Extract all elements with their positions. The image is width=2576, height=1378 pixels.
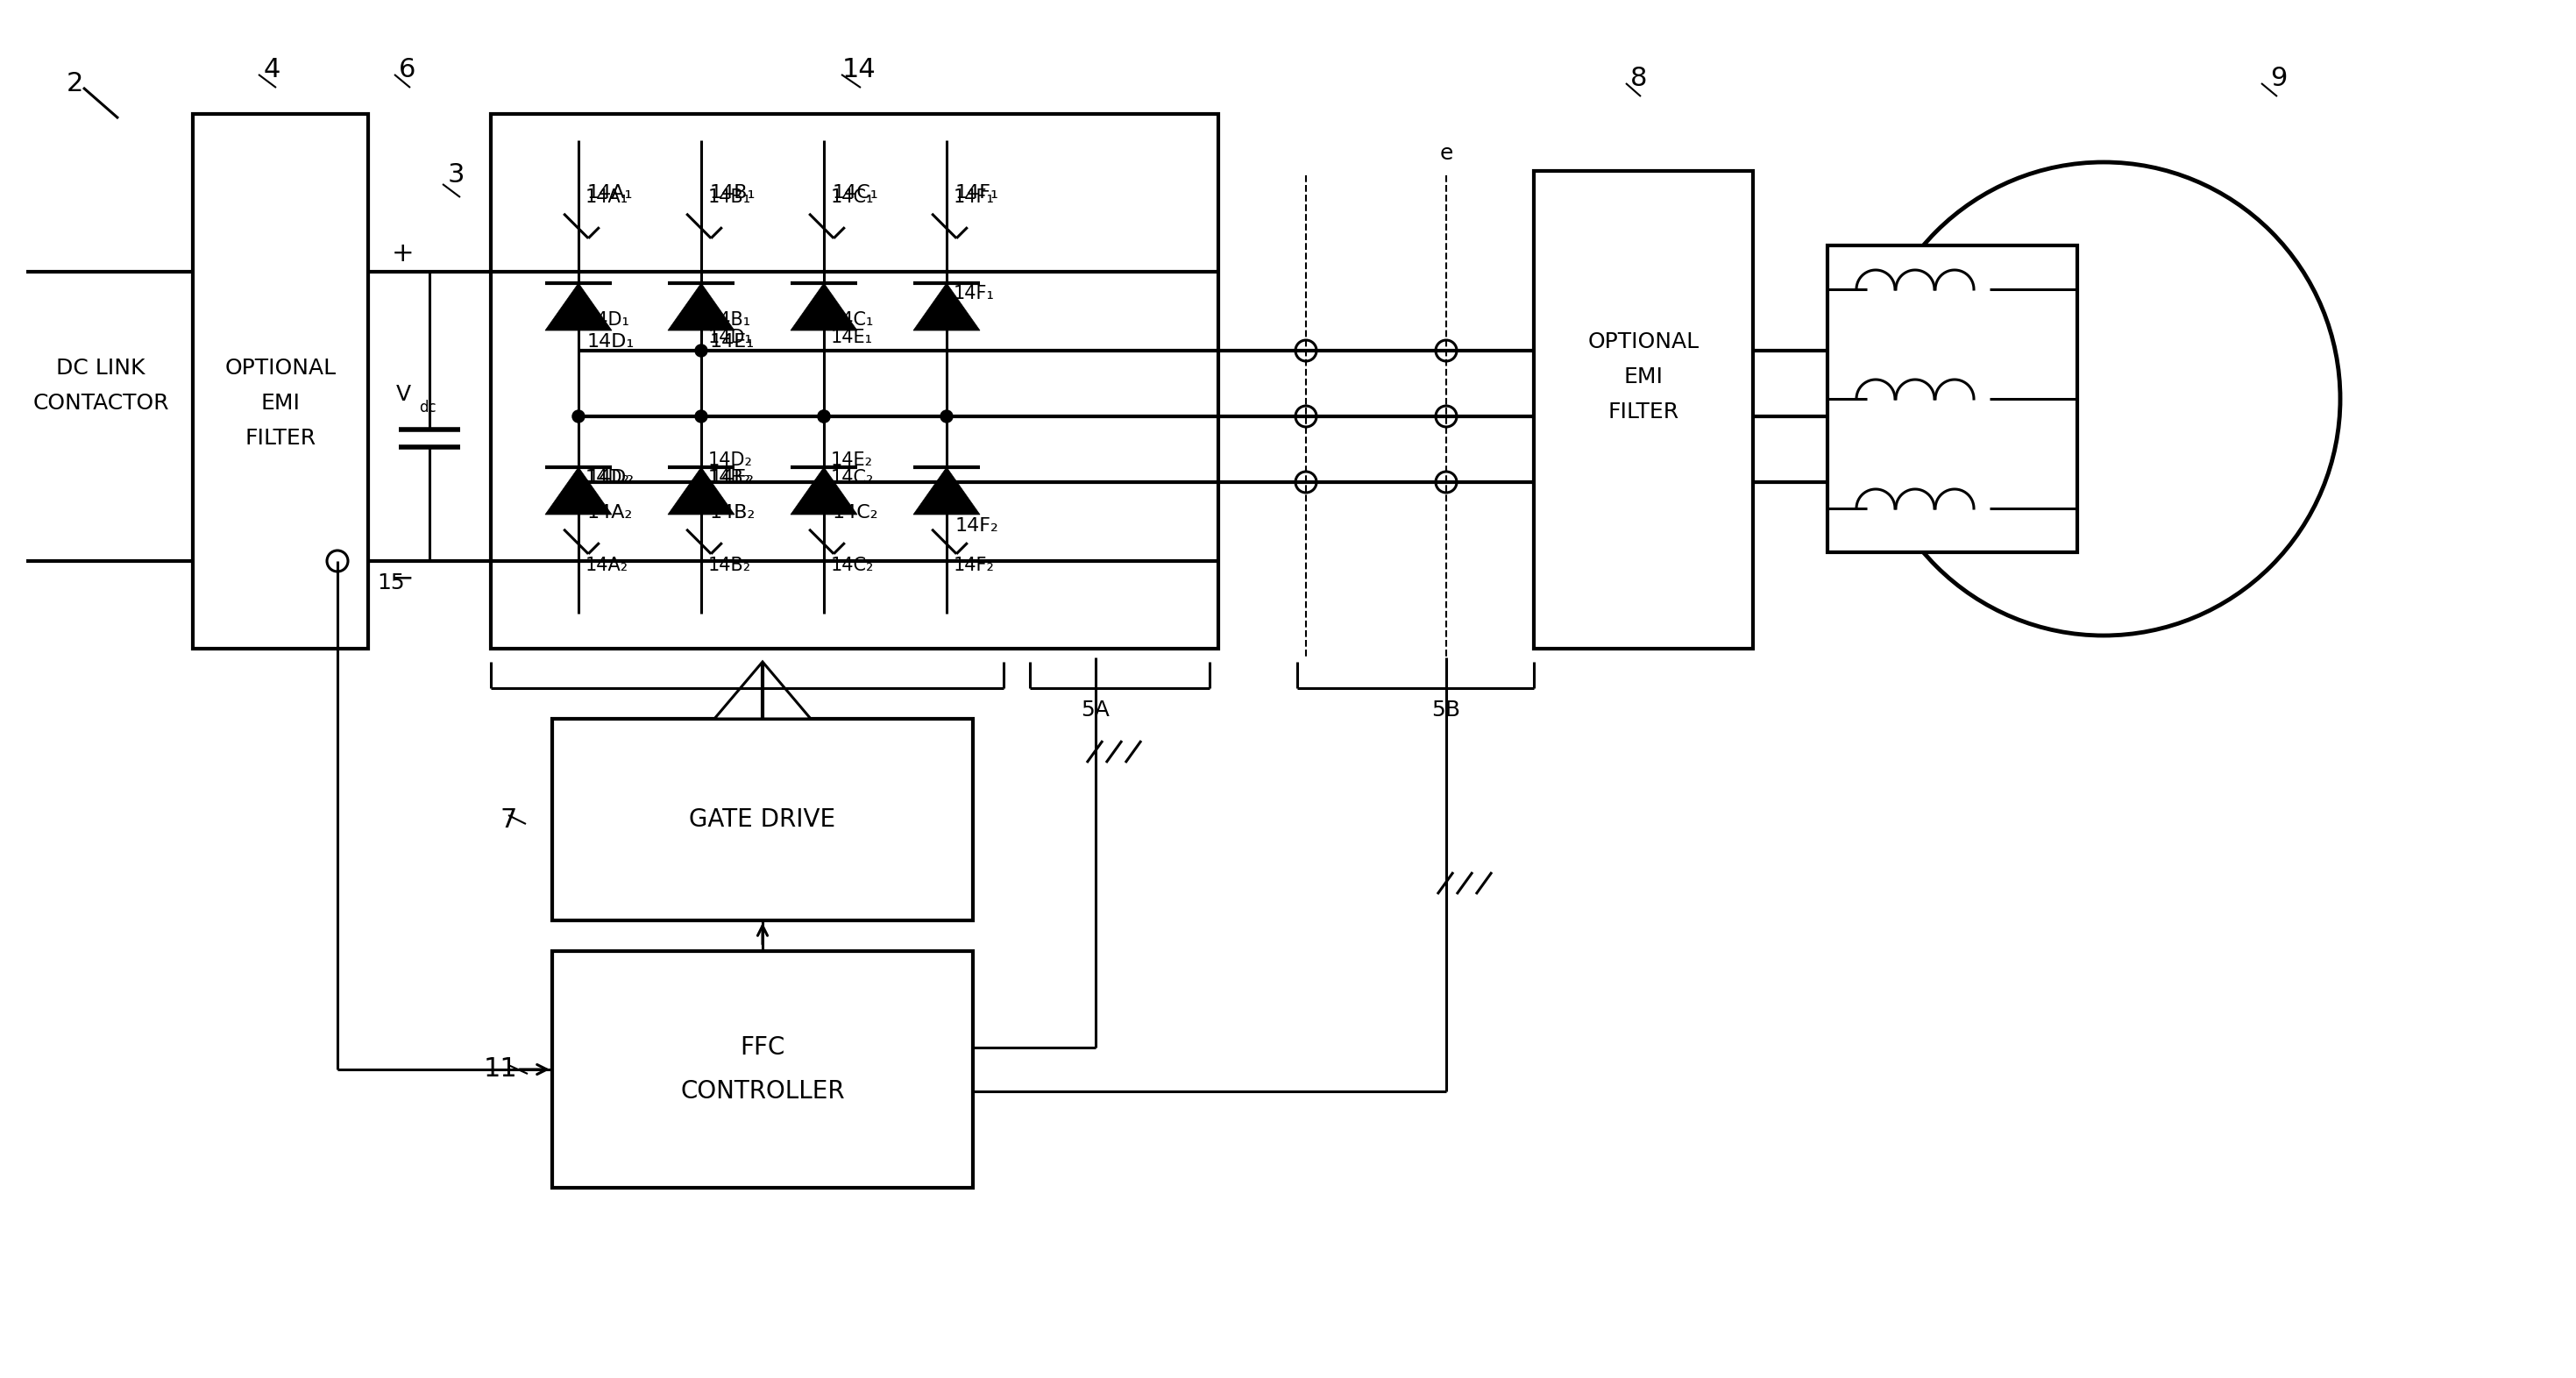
Text: GATE DRIVE: GATE DRIVE [690, 808, 835, 832]
Text: 14F₁: 14F₁ [953, 285, 994, 302]
Text: dc: dc [420, 400, 435, 416]
Text: 14A₁: 14A₁ [585, 189, 629, 205]
Text: 14B₁: 14B₁ [711, 185, 755, 201]
Text: 9: 9 [2269, 66, 2287, 91]
Text: CONTROLLER: CONTROLLER [680, 1079, 845, 1104]
Text: 14C₁: 14C₁ [832, 189, 873, 205]
Text: 14B₂: 14B₂ [708, 469, 752, 486]
Text: 3: 3 [448, 163, 464, 187]
Text: 14F₁: 14F₁ [953, 189, 994, 205]
Circle shape [1435, 407, 1455, 427]
Text: 14C₂: 14C₂ [832, 469, 873, 486]
Text: 5B: 5B [1432, 700, 1461, 721]
Circle shape [819, 411, 829, 422]
Bar [1826, 245, 2076, 553]
Text: 14D₂: 14D₂ [708, 452, 752, 469]
Text: 14D₁: 14D₁ [587, 333, 634, 350]
Text: 15: 15 [376, 572, 404, 594]
Polygon shape [914, 282, 979, 331]
Circle shape [817, 411, 829, 423]
Circle shape [1435, 471, 1455, 493]
Text: 5A: 5A [1082, 700, 1110, 721]
Polygon shape [667, 282, 734, 331]
Bar [551, 951, 974, 1188]
Text: CONTACTOR: CONTACTOR [33, 393, 170, 413]
Text: 14C₂: 14C₂ [832, 557, 873, 575]
Text: 14D₁: 14D₁ [708, 329, 752, 346]
Circle shape [1435, 340, 1455, 361]
Text: DC LINK: DC LINK [57, 358, 144, 379]
Text: 11: 11 [484, 1057, 518, 1082]
Text: 14F₂: 14F₂ [953, 557, 994, 575]
Text: 14F₁: 14F₁ [956, 185, 999, 201]
Text: EMI: EMI [1623, 367, 1664, 387]
Text: 14E₁: 14E₁ [711, 333, 755, 350]
Text: 14B₂: 14B₂ [711, 504, 755, 521]
Polygon shape [791, 467, 858, 514]
Text: 14D₂: 14D₂ [587, 469, 634, 486]
Text: 14B₁: 14B₁ [708, 189, 752, 205]
Text: 2: 2 [67, 70, 82, 96]
Text: 14E₂: 14E₂ [711, 469, 755, 486]
Circle shape [1868, 163, 2339, 635]
Bar [1533, 171, 1754, 649]
Text: 6: 6 [399, 58, 417, 83]
Text: V: V [397, 384, 410, 405]
Circle shape [819, 411, 829, 422]
Text: FILTER: FILTER [245, 427, 317, 449]
Text: FFC: FFC [739, 1035, 786, 1060]
Text: 8: 8 [1631, 66, 1649, 91]
Text: 14E₂: 14E₂ [832, 452, 873, 469]
Text: FILTER: FILTER [1607, 401, 1680, 423]
Text: 14E₁: 14E₁ [832, 329, 873, 346]
Text: 14D₁: 14D₁ [585, 311, 631, 329]
Text: 14A₁: 14A₁ [587, 185, 634, 201]
Circle shape [940, 411, 953, 422]
Text: 4: 4 [263, 58, 281, 83]
Bar [551, 719, 974, 921]
Polygon shape [667, 467, 734, 514]
Text: 14B₂: 14B₂ [708, 557, 752, 575]
Text: −: − [392, 566, 415, 591]
Text: 14C₂: 14C₂ [832, 504, 878, 521]
Polygon shape [714, 661, 811, 719]
Circle shape [940, 411, 953, 423]
Text: +: + [392, 241, 415, 267]
Circle shape [817, 411, 829, 423]
Polygon shape [546, 282, 611, 331]
Circle shape [574, 411, 585, 422]
Text: e: e [1440, 143, 1453, 164]
Text: 14D₂: 14D₂ [585, 469, 631, 486]
Bar [492, 114, 1218, 649]
Circle shape [696, 411, 706, 422]
Circle shape [327, 550, 348, 572]
Circle shape [574, 411, 585, 422]
Circle shape [1296, 340, 1316, 361]
Circle shape [696, 411, 706, 422]
Text: EMI: EMI [260, 393, 301, 413]
Circle shape [696, 411, 708, 423]
Text: OPTIONAL: OPTIONAL [1587, 331, 1700, 353]
Text: 14F₂: 14F₂ [956, 517, 999, 535]
Circle shape [572, 411, 585, 423]
Polygon shape [791, 282, 858, 331]
Text: 14A₂: 14A₂ [585, 557, 629, 575]
Circle shape [1296, 407, 1316, 427]
Polygon shape [914, 467, 979, 514]
Circle shape [1296, 471, 1316, 493]
Polygon shape [546, 467, 611, 514]
Text: 14C₁: 14C₁ [832, 185, 878, 201]
Text: 14B₁: 14B₁ [708, 311, 752, 329]
Bar [193, 114, 368, 649]
Text: OPTIONAL: OPTIONAL [224, 358, 337, 379]
Text: 7: 7 [500, 808, 518, 832]
Text: 14C₁: 14C₁ [832, 311, 873, 329]
Circle shape [940, 411, 953, 422]
Text: 14A₂: 14A₂ [587, 504, 634, 521]
Circle shape [696, 344, 708, 357]
Text: 14: 14 [842, 58, 876, 83]
